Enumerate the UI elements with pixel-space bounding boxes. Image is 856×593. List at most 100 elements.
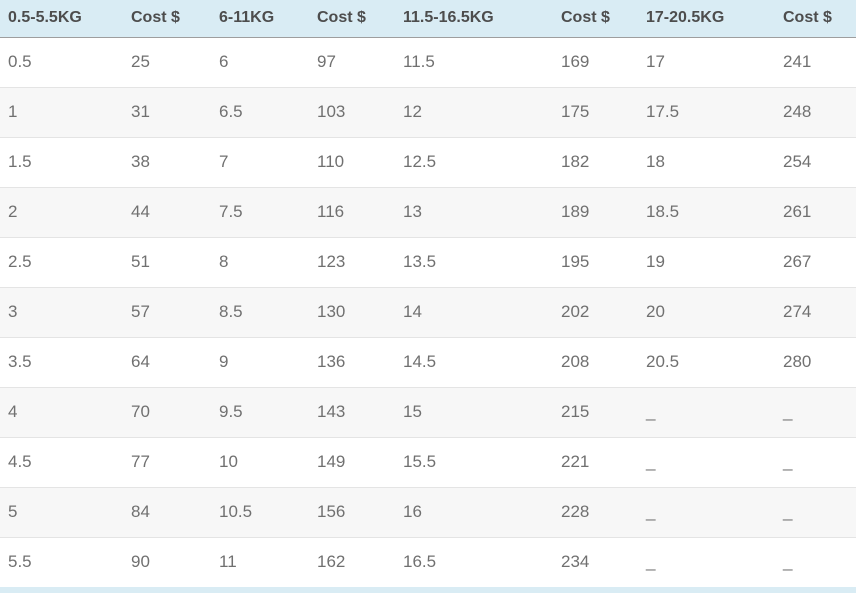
cost-cell: 149	[317, 452, 346, 471]
weight-cell: 14.5	[403, 352, 437, 371]
cost-cell: _	[783, 502, 793, 521]
cost-cell: 123	[317, 252, 346, 271]
cost-cell: 274	[783, 302, 812, 321]
cost-cell: 136	[317, 352, 346, 371]
weight-cell: 18.5	[646, 202, 680, 221]
weight-cell: 3	[8, 302, 18, 321]
cost-cell: 280	[783, 352, 812, 371]
cost-cell: 182	[561, 152, 590, 171]
weight-cell: _	[646, 402, 656, 421]
table-row: 5 84 10.5 156 16 228 _ _	[0, 487, 856, 537]
weight-cell: _	[646, 452, 656, 471]
weight-cell: 12.5	[403, 152, 437, 171]
weight-cell: 16.5	[403, 552, 437, 572]
column-header-cost-1: Cost $	[123, 0, 211, 38]
weight-cell: 7.5	[219, 202, 243, 221]
weight-cell: 10.5	[219, 502, 253, 521]
column-header-weight-2: 6-11KG	[211, 0, 309, 38]
cost-cell: 38	[131, 152, 150, 171]
weight-cell: 0.5	[8, 52, 32, 71]
cost-cell: _	[783, 402, 793, 421]
cost-cell: 267	[783, 252, 812, 271]
table-row: 2 44 7.5 116 13 189 18.5 261	[0, 187, 856, 237]
weight-cell: 11.5	[403, 52, 435, 71]
cost-cell: 208	[561, 352, 590, 371]
weight-cell: 13.5	[403, 252, 437, 271]
column-header-weight-4: 17-20.5KG	[638, 0, 775, 38]
weight-cell: 6	[219, 52, 229, 71]
cost-cell: 44	[131, 202, 150, 221]
cost-cell: 202	[561, 302, 590, 321]
weight-cell: 4.5	[8, 452, 32, 471]
cost-cell: 90	[131, 552, 150, 572]
weight-cell: 15	[403, 402, 422, 421]
cost-cell: _	[783, 552, 793, 572]
weight-cell: 5.5	[8, 552, 32, 572]
cost-cell: 175	[561, 102, 590, 121]
cost-cell: 31	[131, 102, 150, 121]
cost-cell: 51	[131, 252, 150, 271]
table-row: 1.5 38 7 110 12.5 182 18 254	[0, 137, 856, 187]
cost-cell: 130	[317, 302, 346, 321]
weight-cell: 2	[8, 202, 18, 221]
weight-cell: 8.5	[219, 302, 243, 321]
weight-cell: 1	[8, 102, 18, 121]
cost-cell: 70	[131, 402, 150, 421]
price-table-header: 0.5-5.5KG Cost $ 6-11KG Cost $ 11.5-16.5…	[0, 0, 856, 38]
weight-cell: 6.5	[219, 102, 243, 121]
cost-cell: 215	[561, 402, 590, 421]
weight-cell: 18	[646, 152, 665, 171]
weight-cell: 5	[8, 502, 18, 521]
cost-cell: 221	[561, 452, 590, 471]
weight-cell: _	[646, 552, 656, 572]
cost-cell: 77	[131, 452, 150, 471]
cost-cell: 248	[783, 102, 812, 121]
cost-cell: 241	[783, 52, 812, 71]
header-row: 0.5-5.5KG Cost $ 6-11KG Cost $ 11.5-16.5…	[0, 0, 856, 38]
weight-cell: 12	[403, 102, 422, 121]
cost-cell: 97	[317, 52, 336, 71]
weight-cell: 3.5	[8, 352, 32, 371]
weight-cell: 19	[646, 252, 665, 271]
cost-cell: 143	[317, 402, 346, 421]
weight-cell: _	[646, 502, 656, 521]
weight-cell: 7	[219, 152, 229, 171]
weight-cell: 11	[219, 552, 237, 572]
weight-cell: 20.5	[646, 352, 680, 371]
cost-cell: 234	[561, 552, 590, 572]
weight-cell: 4	[8, 402, 18, 421]
table-row: 3.5 64 9 136 14.5 208 20.5 280	[0, 337, 856, 387]
weight-cell: 10	[219, 452, 238, 471]
table-row: 4 70 9.5 143 15 215 _ _	[0, 387, 856, 437]
cost-cell: 254	[783, 152, 812, 171]
price-table-body: 0.5 25 6 97 11.5 169 17 241 1 31 6.5 103 12 175 17.5 24…	[0, 37, 856, 587]
table-row: 2.5 51 8 123 13.5 195 19 267	[0, 237, 856, 287]
cost-cell: 195	[561, 252, 590, 271]
cost-cell: 189	[561, 202, 590, 221]
table-row: 5.5 90 11 162 16.5 234 _ _	[0, 537, 856, 587]
table-row: 3 57 8.5 130 14 202 20 274	[0, 287, 856, 337]
cost-cell: 57	[131, 302, 150, 321]
cost-cell: 156	[317, 502, 346, 521]
column-header-weight-1: 0.5-5.5KG	[0, 0, 123, 38]
cost-cell: 64	[131, 352, 150, 371]
weight-cell: 9.5	[219, 402, 243, 421]
next-table-header-peek-bar	[0, 587, 856, 593]
cost-cell: 103	[317, 102, 346, 121]
table-row: 4.5 77 10 149 15.5 221 _ _	[0, 437, 856, 487]
weight-cell: 8	[219, 252, 229, 271]
cost-cell: 110	[317, 152, 345, 171]
column-header-cost-2: Cost $	[309, 0, 395, 38]
cost-cell: 84	[131, 502, 150, 521]
cost-cell: 116	[317, 202, 345, 221]
weight-cell: 14	[403, 302, 422, 321]
column-header-weight-3: 11.5-16.5KG	[395, 0, 553, 38]
cost-cell: 261	[783, 202, 812, 221]
weight-cell: 17.5	[646, 102, 680, 121]
weight-cell: 9	[219, 352, 229, 371]
cost-cell: 169	[561, 52, 590, 71]
weight-cell: 17	[646, 52, 665, 71]
cost-cell: 162	[317, 552, 346, 572]
